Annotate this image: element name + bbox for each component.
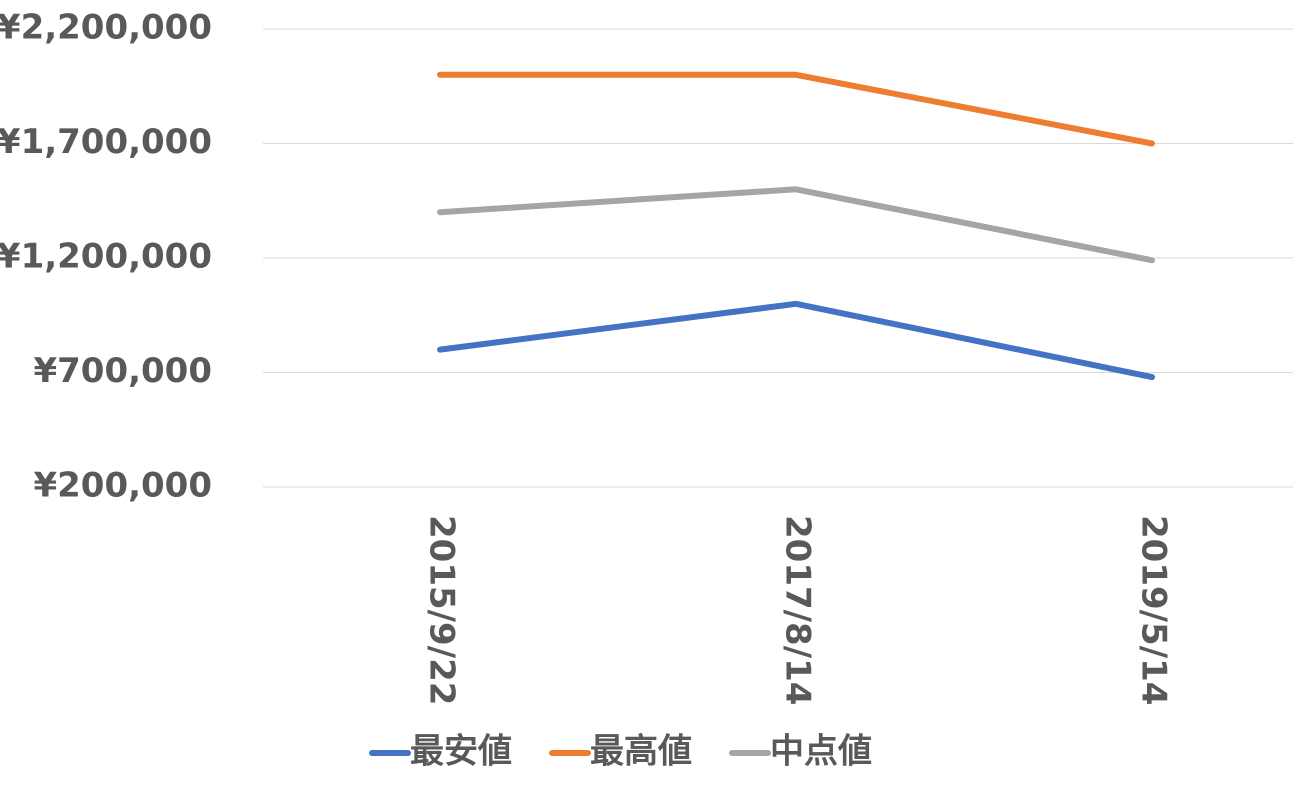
x-tick-label: 2019/5/14	[1134, 515, 1174, 705]
series-line	[437, 71, 1155, 147]
y-tick-label: ¥2,200,000	[0, 8, 212, 48]
y-tick-label: ¥700,000	[33, 351, 212, 391]
legend-label: 中点値	[770, 732, 872, 772]
y-tick-label: ¥1,200,000	[0, 237, 212, 277]
series-line	[437, 186, 1155, 264]
legend-label: 最高値	[590, 732, 692, 772]
y-tick-label: ¥200,000	[33, 466, 212, 506]
legend: 最安値 最高値 中点値	[369, 732, 872, 772]
legend-label: 最安値	[410, 732, 512, 772]
x-tick-label: 2015/9/22	[422, 515, 462, 705]
x-tick-label: 2017/8/14	[778, 515, 818, 705]
y-tick-label: ¥1,700,000	[0, 122, 212, 162]
series-line	[437, 300, 1155, 381]
